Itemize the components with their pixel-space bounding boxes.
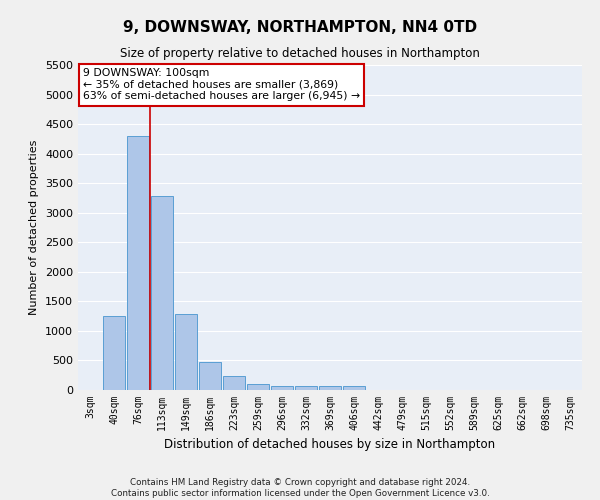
Bar [319,386,341,390]
X-axis label: Distribution of detached houses by size in Northampton: Distribution of detached houses by size … [164,438,496,452]
Bar [223,376,245,390]
Bar [199,362,221,390]
Bar [295,386,317,390]
Bar [103,316,125,390]
Bar [127,136,149,390]
Bar [343,386,365,390]
Text: Contains HM Land Registry data © Crown copyright and database right 2024.
Contai: Contains HM Land Registry data © Crown c… [110,478,490,498]
Text: 9 DOWNSWAY: 100sqm
← 35% of detached houses are smaller (3,869)
63% of semi-deta: 9 DOWNSWAY: 100sqm ← 35% of detached hou… [83,68,360,102]
Bar [151,196,173,390]
Text: Size of property relative to detached houses in Northampton: Size of property relative to detached ho… [120,48,480,60]
Text: 9, DOWNSWAY, NORTHAMPTON, NN4 0TD: 9, DOWNSWAY, NORTHAMPTON, NN4 0TD [123,20,477,35]
Bar [247,384,269,390]
Y-axis label: Number of detached properties: Number of detached properties [29,140,40,315]
Bar [175,314,197,390]
Bar [271,386,293,390]
